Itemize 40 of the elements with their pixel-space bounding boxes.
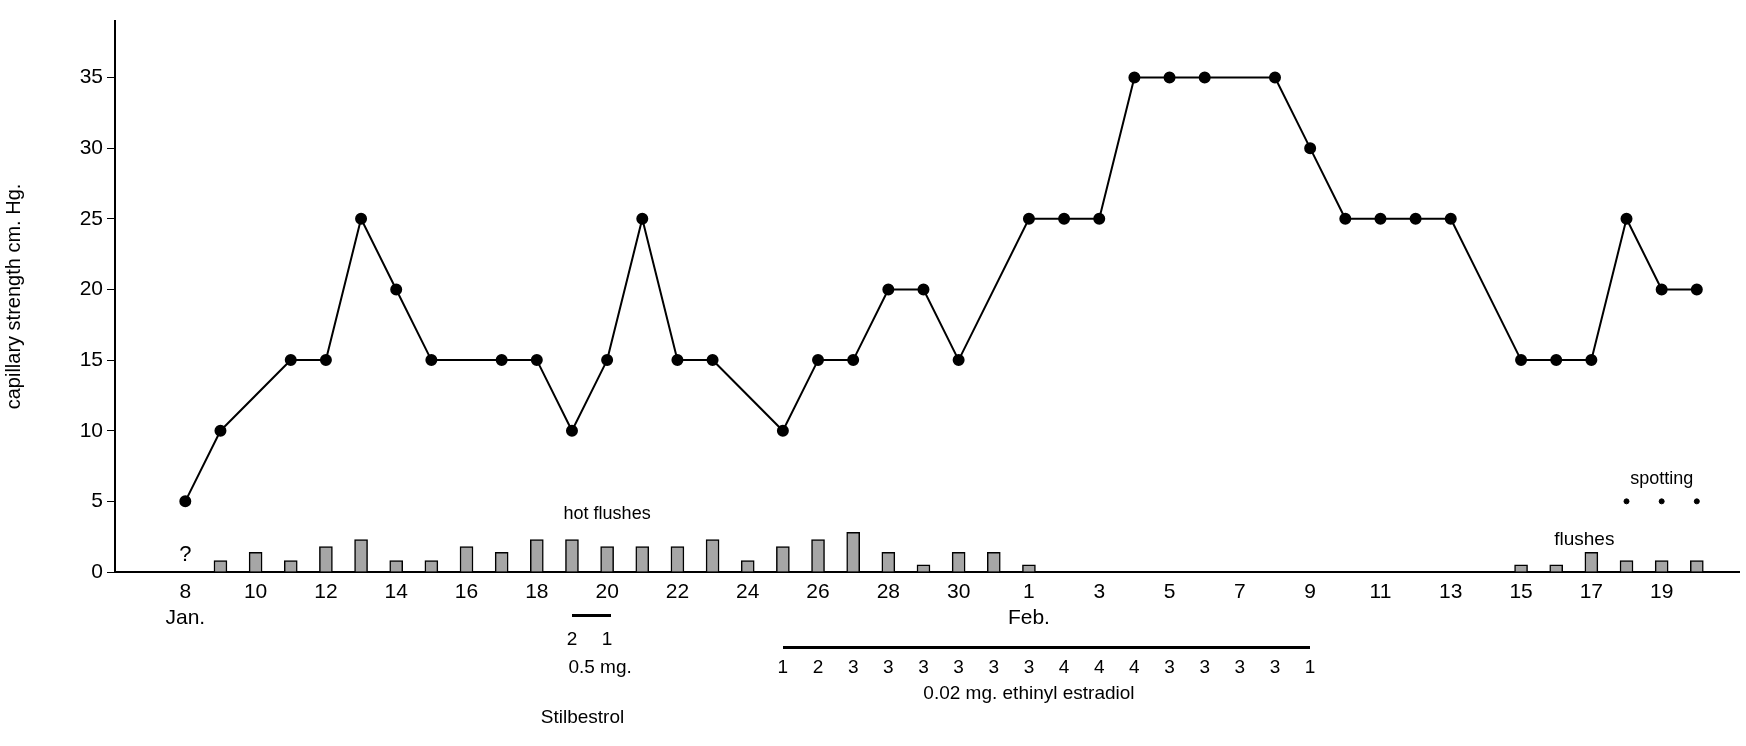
- annotation: ?: [179, 541, 192, 567]
- x-tick-label: 17: [1579, 579, 1604, 603]
- x-tick-label: 1 Feb.: [1007, 579, 1050, 628]
- x-tick-label: 18: [525, 579, 549, 603]
- x-tick-label: 3: [1093, 579, 1106, 603]
- text: spotting: [1630, 467, 1694, 488]
- y-axis-title: capillary strength cm. Hg.: [1, 183, 24, 410]
- x-tick-label: 13: [1439, 579, 1463, 603]
- y-tick-label: 30: [79, 134, 103, 158]
- x-tick-label: 16: [454, 579, 479, 603]
- y-tick-label: 15: [79, 346, 103, 370]
- x-tick-label: 24: [736, 579, 760, 603]
- x-tick-label: 5: [1163, 579, 1176, 603]
- x-tick-label: 11: [1369, 579, 1392, 603]
- y-tick-label: 0: [91, 558, 103, 582]
- text: 1 2 3 3 3 3 3 3 4 4 4 3 3 3 3 1: [777, 656, 1316, 678]
- y-tick-label: 10: [79, 417, 103, 441]
- x-tick-label: 7: [1234, 579, 1246, 603]
- text: Stilbestrol: [540, 706, 625, 728]
- y-tick-label: 25: [79, 205, 103, 229]
- y-tick-label: 35: [79, 64, 103, 88]
- x-tick-label: 12: [314, 579, 338, 603]
- annotation: flushes: [1554, 528, 1615, 550]
- text: 0.5 mg.: [568, 656, 632, 678]
- text: 2 1: [566, 628, 613, 650]
- text: 0.02 mg. ethinyl estradiol: [923, 682, 1135, 704]
- series-label: hot flushes: [563, 503, 651, 524]
- x-tick-label: 8 Jan.: [165, 579, 206, 628]
- x-tick-label: 28: [876, 579, 901, 603]
- x-tick-label: 19: [1649, 579, 1674, 603]
- x-tick-label: 30: [946, 579, 971, 603]
- x-tick-label: 9: [1304, 579, 1316, 603]
- x-tick-label: 14: [384, 579, 409, 603]
- x-tick-label: 10: [243, 579, 268, 603]
- x-tick-label: 15: [1509, 579, 1533, 603]
- y-tick-label: 20: [79, 276, 103, 300]
- y-tick-label: 5: [91, 488, 103, 512]
- x-tick-label: 22: [665, 579, 690, 603]
- x-tick-label: 26: [806, 579, 830, 603]
- x-tick-label: 20: [595, 579, 619, 603]
